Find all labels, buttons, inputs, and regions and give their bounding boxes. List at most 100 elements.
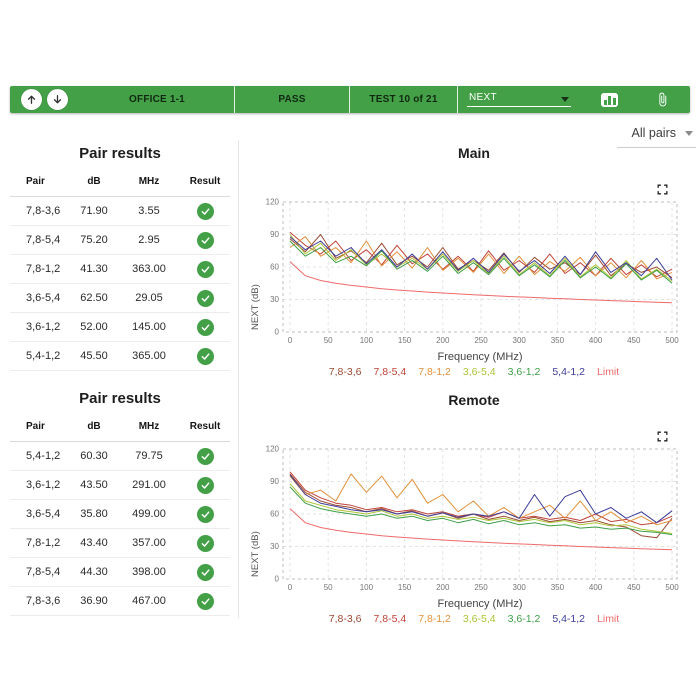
svg-text:30: 30 [270, 295, 279, 304]
pair-cell: 7,8-1,2 [10, 528, 70, 558]
legend-entry[interactable]: Limit [597, 613, 620, 625]
result-cell [180, 196, 230, 226]
measurement-select-value: NEXT [469, 92, 497, 103]
column-header: MHz [118, 415, 180, 442]
result-cell [180, 557, 230, 587]
svg-text:250: 250 [474, 583, 488, 592]
table-row: 3,6-1,2 43.50 291.00 [10, 470, 230, 500]
svg-text:30: 30 [270, 542, 279, 551]
table-title: Pair results [79, 145, 161, 162]
svg-text:150: 150 [398, 336, 412, 345]
mhz-cell: 357.00 [118, 528, 180, 558]
svg-text:0: 0 [275, 575, 280, 584]
legend-entry[interactable]: Limit [597, 366, 620, 378]
legend-entry[interactable]: 7,8-5,4 [373, 366, 407, 378]
pair-cell: 3,6-1,2 [10, 312, 70, 342]
previous-test-button[interactable] [21, 89, 42, 110]
pass-check-icon [196, 347, 214, 365]
bar-chart-icon [603, 95, 616, 105]
attachment-button[interactable] [655, 92, 670, 107]
svg-text:250: 250 [474, 336, 488, 345]
svg-text:400: 400 [589, 336, 603, 345]
legend-entry[interactable]: 3,6-5,4 [462, 366, 496, 378]
svg-text:450: 450 [627, 336, 641, 345]
mhz-cell: 145.00 [118, 312, 180, 342]
db-cell: 71.90 [70, 196, 118, 226]
measurement-select[interactable]: NEXT [467, 92, 571, 107]
result-cell [180, 586, 230, 616]
svg-text:350: 350 [551, 336, 565, 345]
result-cell [180, 499, 230, 529]
pair-cell: 7,8-1,2 [10, 254, 70, 284]
svg-text:60: 60 [270, 263, 279, 272]
legend-entry[interactable]: 5,4-1,2 [552, 613, 586, 625]
mhz-cell: 398.00 [118, 557, 180, 587]
pair-results-panel: Pair results Pair dB MHz Result 7,8-3,6 71.9… [10, 140, 239, 618]
table-row: 3,6-5,4 35.80 499.00 [10, 499, 230, 529]
pair-filter-select[interactable]: All pairs [617, 126, 696, 148]
pair-cell: 3,6-5,4 [10, 283, 70, 313]
next-chart-remote: 0 30 60 90 120 0 50 100 150 200 250 300 350 400 450 500 [266, 445, 680, 593]
table-row: 3,6-1,2 52.00 145.00 [10, 312, 230, 342]
legend-entry[interactable]: 7,8-3,6 [328, 613, 362, 625]
db-cell: 62.50 [70, 283, 118, 313]
svg-text:0: 0 [275, 328, 280, 337]
pass-check-icon [196, 447, 214, 465]
db-cell: 45.50 [70, 341, 118, 371]
svg-text:200: 200 [436, 583, 450, 592]
legend-entry[interactable]: 3,6-5,4 [462, 613, 496, 625]
pass-check-icon [196, 260, 214, 278]
legend-entry[interactable]: 3,6-1,2 [507, 366, 541, 378]
test-nav-group [10, 89, 80, 110]
pair-cell: 7,8-5,4 [10, 557, 70, 587]
svg-text:50: 50 [324, 336, 333, 345]
chart-title: Remote [448, 392, 500, 408]
fullscreen-icon[interactable] [656, 183, 669, 196]
svg-text:300: 300 [513, 583, 527, 592]
mhz-cell: 291.00 [118, 470, 180, 500]
svg-text:0: 0 [288, 336, 293, 345]
table-row: 7,8-5,4 75.20 2.95 [10, 225, 230, 255]
mhz-cell: 363.00 [118, 254, 180, 284]
legend-entry[interactable]: 7,8-5,4 [373, 613, 407, 625]
legend-entry[interactable]: 7,8-3,6 [328, 366, 362, 378]
svg-text:150: 150 [398, 583, 412, 592]
svg-text:60: 60 [270, 510, 279, 519]
fullscreen-icon[interactable] [656, 430, 669, 443]
svg-text:0: 0 [288, 583, 293, 592]
pair-cell: 3,6-1,2 [10, 470, 70, 500]
chart-view-button[interactable] [601, 92, 618, 107]
mhz-cell: 2.95 [118, 225, 180, 255]
legend-entry[interactable]: 3,6-1,2 [507, 613, 541, 625]
svg-text:450: 450 [627, 583, 641, 592]
svg-text:50: 50 [324, 583, 333, 592]
next-test-button[interactable] [47, 89, 68, 110]
legend-entry[interactable]: 7,8-1,2 [418, 366, 451, 378]
x-axis-label: Frequency (MHz) [437, 351, 523, 363]
svg-text:120: 120 [266, 445, 280, 454]
svg-text:90: 90 [270, 230, 279, 239]
db-cell: 60.30 [70, 441, 118, 471]
pair-cell: 7,8-5,4 [10, 225, 70, 255]
column-header: Result [180, 170, 230, 197]
x-axis-label: Frequency (MHz) [437, 598, 523, 610]
result-cell [180, 528, 230, 558]
chart-title: Main [458, 145, 490, 161]
mhz-cell: 365.00 [118, 341, 180, 371]
pair-results-main-block: Pair results Pair dB MHz Result 7,8-3,6 71.9… [10, 145, 230, 371]
chevron-down-icon [685, 130, 693, 136]
table-row: 7,8-5,4 44.30 398.00 [10, 557, 230, 587]
result-cell [180, 341, 230, 371]
chart-card-main: Main NEXT (dB) 0 30 60 90 120 0 50 100 150 200 250… [248, 145, 700, 383]
column-header: dB [70, 170, 118, 197]
db-cell: 43.50 [70, 470, 118, 500]
legend-entry[interactable]: 5,4-1,2 [552, 366, 586, 378]
mhz-cell: 29.05 [118, 283, 180, 313]
pass-check-icon [196, 231, 214, 249]
svg-text:400: 400 [589, 583, 603, 592]
legend-entry[interactable]: 7,8-1,2 [418, 613, 451, 625]
db-cell: 36.90 [70, 586, 118, 616]
table-row: 7,8-1,2 41.30 363.00 [10, 254, 230, 284]
result-cell [180, 470, 230, 500]
